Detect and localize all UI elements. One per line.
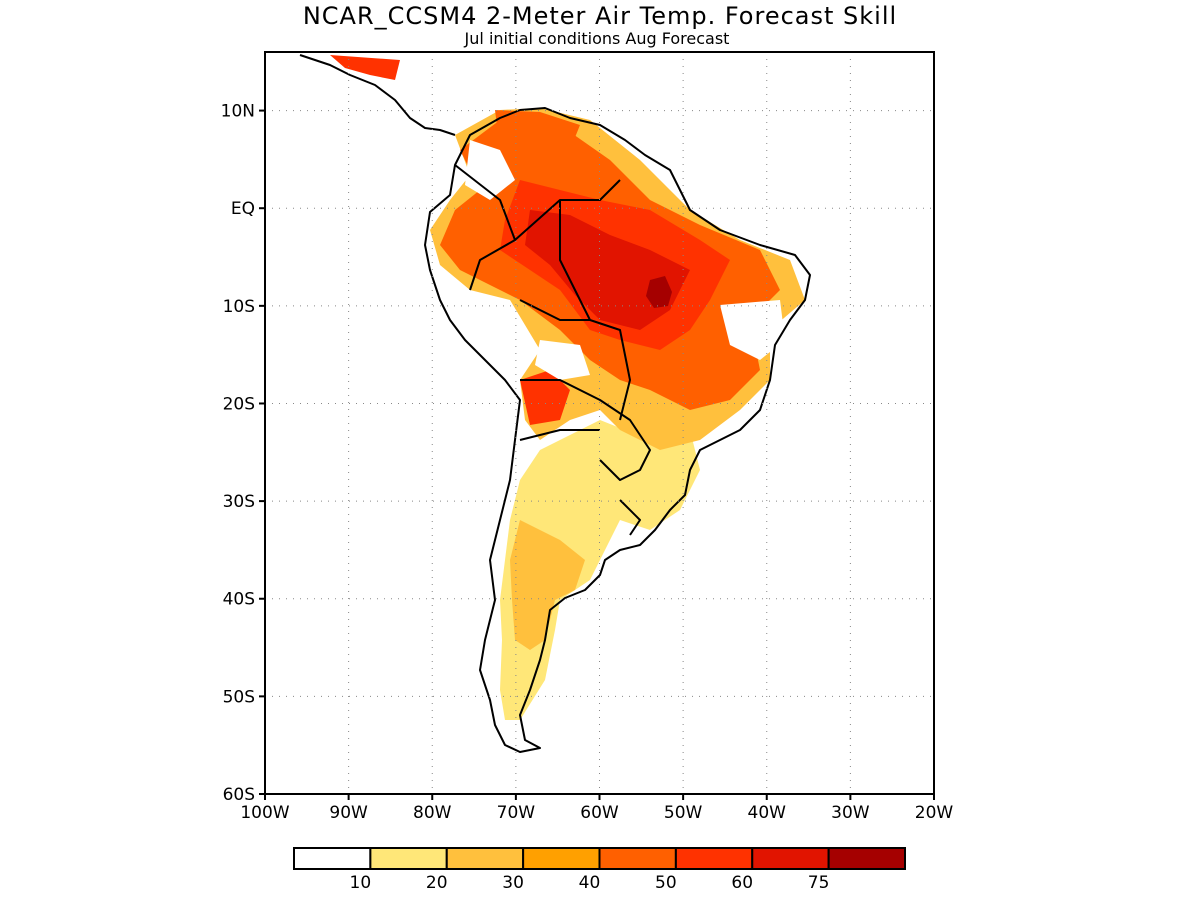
border-6 bbox=[519, 429, 600, 441]
colorbar-label: 50 bbox=[655, 873, 677, 893]
central-america-outline bbox=[299, 54, 456, 136]
border-2 bbox=[514, 179, 621, 241]
colorbar-label: 60 bbox=[731, 873, 753, 893]
map-area bbox=[265, 52, 934, 794]
x-tick-label: 50W bbox=[664, 803, 703, 823]
colorbar-swatch bbox=[369, 847, 448, 870]
colorbar-swatch bbox=[598, 847, 677, 870]
x-axis-ticks: 100W 90W 80W 70W 60W 50W 40W 30W 20W bbox=[240, 794, 953, 823]
skill-fill-low-patch-3 bbox=[535, 340, 590, 380]
skill-fill-bolivia bbox=[520, 370, 570, 425]
y-tick-label: 30S bbox=[223, 492, 255, 512]
colorbar-swatch bbox=[827, 847, 906, 870]
y-axis-ticks: 10N EQ 10S 20S 30S 40S 50S 60S bbox=[221, 102, 265, 805]
x-tick-label: 100W bbox=[240, 803, 289, 823]
border-3 bbox=[559, 200, 631, 421]
coastline-outline bbox=[299, 54, 811, 753]
colorbar-swatch bbox=[522, 847, 601, 870]
map-title: NCAR_CCSM4 2-Meter Air Temp. Forecast Sk… bbox=[303, 2, 897, 30]
y-tick-label: 60S bbox=[223, 785, 255, 805]
colorbar-label: 10 bbox=[350, 873, 372, 893]
border-7 bbox=[619, 499, 641, 536]
x-tick-label: 40W bbox=[748, 803, 787, 823]
colorbar-label: 40 bbox=[579, 873, 601, 893]
skill-fill-central-america bbox=[330, 55, 400, 80]
skill-fill-20-30 bbox=[510, 520, 585, 650]
colorbar-label: 20 bbox=[426, 873, 448, 893]
y-tick-label: 10N bbox=[221, 102, 255, 122]
x-tick-label: 30W bbox=[831, 803, 870, 823]
colorbar-label: 75 bbox=[808, 873, 830, 893]
map-subtitle: Jul initial conditions Aug Forecast bbox=[464, 29, 730, 48]
border-4 bbox=[519, 299, 590, 321]
x-tick-label: 60W bbox=[580, 803, 619, 823]
colorbar: 10 20 30 40 50 60 75 bbox=[293, 847, 906, 893]
skill-fill-low-patch-1 bbox=[720, 300, 785, 360]
y-tick-label: EQ bbox=[231, 199, 255, 219]
x-tick-label: 90W bbox=[329, 803, 368, 823]
border-5 bbox=[520, 379, 651, 481]
skill-shading bbox=[330, 55, 805, 720]
skill-fill-max bbox=[646, 276, 672, 308]
y-tick-label: 50S bbox=[223, 687, 255, 707]
skill-fill-low-patch-2 bbox=[465, 140, 515, 200]
x-tick-label: 20W bbox=[915, 803, 954, 823]
grid-lines bbox=[265, 52, 934, 794]
south-america-outline bbox=[424, 107, 811, 753]
y-tick-label: 10S bbox=[223, 297, 255, 317]
x-tick-label: 70W bbox=[497, 803, 536, 823]
colorbar-label: 30 bbox=[502, 873, 524, 893]
colorbar-swatch bbox=[751, 847, 830, 870]
skill-fill-10-20 bbox=[500, 420, 700, 720]
x-tick-label: 80W bbox=[413, 803, 452, 823]
colorbar-swatch bbox=[445, 847, 525, 870]
y-tick-label: 20S bbox=[223, 394, 255, 414]
colorbar-swatch bbox=[293, 847, 372, 870]
colorbar-swatch bbox=[674, 847, 754, 870]
y-tick-label: 40S bbox=[223, 590, 255, 610]
